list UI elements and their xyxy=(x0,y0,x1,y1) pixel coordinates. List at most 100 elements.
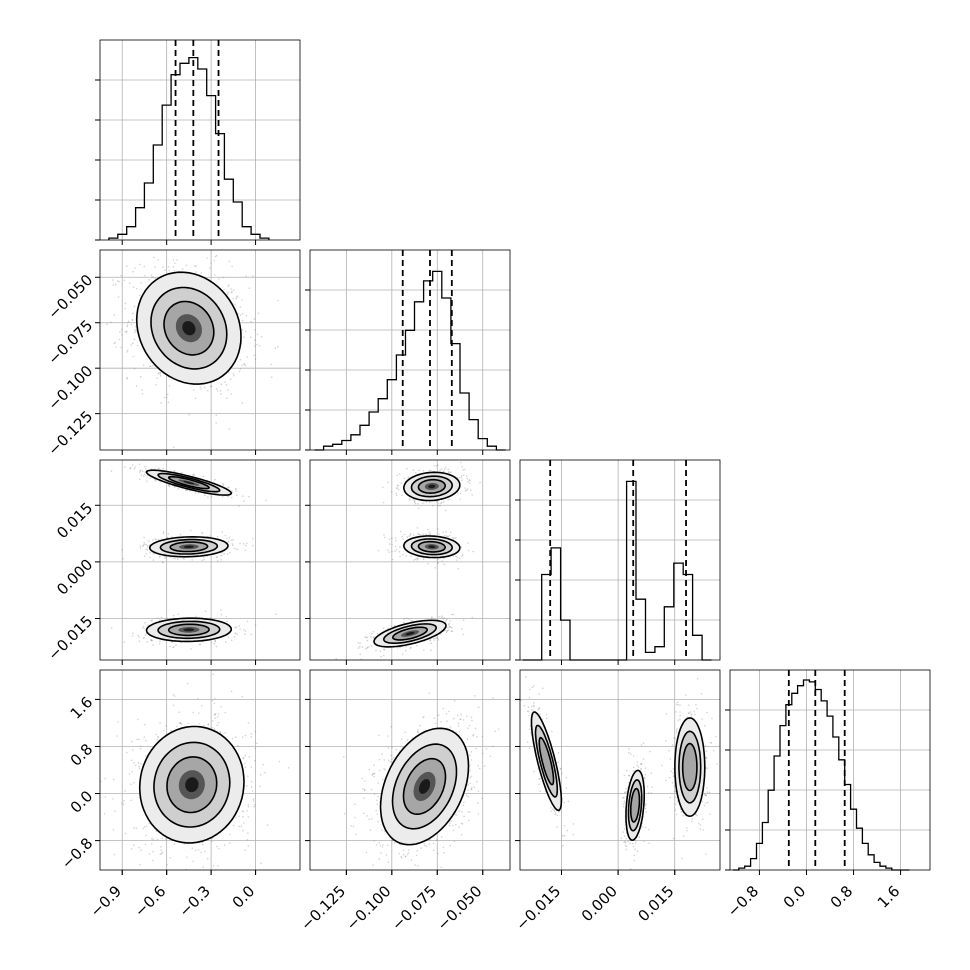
scatter-point xyxy=(131,319,134,321)
scatter-point xyxy=(441,560,444,563)
scatter-point xyxy=(395,540,397,542)
scatter-point xyxy=(226,397,228,400)
scatter-point xyxy=(422,470,425,472)
scatter-point xyxy=(150,639,152,641)
scatter-point xyxy=(434,637,437,640)
scatter-point xyxy=(383,534,385,536)
density-peak xyxy=(183,481,195,485)
scatter-point xyxy=(148,853,151,855)
scatter-point xyxy=(419,534,422,536)
scatter-point xyxy=(221,531,224,533)
scatter-point xyxy=(455,559,458,561)
scatter-point xyxy=(209,877,211,879)
scatter-point xyxy=(460,546,463,549)
scatter-point xyxy=(225,615,228,618)
scatter-point xyxy=(147,624,149,626)
scatter-point xyxy=(243,500,245,502)
scatter-point xyxy=(435,500,438,503)
scatter-point xyxy=(238,370,241,373)
scatter-point xyxy=(387,481,389,484)
scatter-point xyxy=(248,755,251,758)
scatter-point xyxy=(442,531,445,533)
scatter-point xyxy=(239,306,242,309)
scatter-point xyxy=(431,617,433,619)
scatter-point xyxy=(186,682,189,685)
scatter-point xyxy=(145,834,147,837)
scatter-point xyxy=(219,554,222,557)
scatter-point xyxy=(443,468,446,471)
scatter-point xyxy=(115,346,117,348)
scatter-point xyxy=(428,501,431,503)
scatter-point xyxy=(142,827,145,830)
scatter-point xyxy=(413,501,416,504)
scatter-point xyxy=(221,554,223,557)
scatter-point xyxy=(242,810,245,813)
scatter-point xyxy=(366,639,369,642)
scatter-point xyxy=(125,265,128,267)
scatter-point xyxy=(241,299,243,301)
scatter-point xyxy=(209,535,211,537)
scatter-point xyxy=(388,538,391,541)
scatter-point xyxy=(190,648,192,650)
scatter-point xyxy=(127,321,129,324)
scatter-point xyxy=(145,739,147,742)
scatter-point xyxy=(215,556,218,558)
scatter-point xyxy=(136,738,138,741)
scatter-point xyxy=(132,635,134,637)
scatter-point xyxy=(227,284,230,286)
scatter-point xyxy=(394,537,397,539)
scatter-point xyxy=(244,633,246,635)
scatter-point xyxy=(192,389,195,391)
scatter-point xyxy=(178,711,180,713)
scatter-point xyxy=(397,484,400,487)
scatter-point xyxy=(436,528,439,530)
scatter-point xyxy=(160,402,162,404)
scatter-point xyxy=(140,745,142,748)
scatter-point xyxy=(132,749,134,752)
scatter-point xyxy=(140,849,142,851)
scatter-point xyxy=(454,537,456,539)
scatter-point xyxy=(235,632,237,635)
scatter-point xyxy=(234,736,237,738)
scatter-point xyxy=(160,849,163,851)
scatter-point xyxy=(123,641,126,643)
scatter-point xyxy=(250,736,253,738)
scatter-point xyxy=(146,480,148,483)
scatter-point xyxy=(231,265,233,268)
scatter-point xyxy=(227,636,230,639)
scatter-point xyxy=(103,813,106,815)
scatter-point xyxy=(111,279,114,281)
scatter-point xyxy=(409,499,411,501)
scatter-point xyxy=(230,393,233,395)
y-tick-label: 0.000 xyxy=(53,556,96,599)
scatter-point xyxy=(173,446,175,449)
scatter-point xyxy=(266,824,269,826)
panel-background xyxy=(100,40,300,240)
y-tick-label: −0.125 xyxy=(44,407,96,459)
scatter-point xyxy=(159,640,161,643)
scatter-point xyxy=(156,377,158,380)
scatter-point xyxy=(155,384,157,386)
scatter-point xyxy=(149,477,152,479)
scatter-point xyxy=(366,636,369,639)
scatter-point xyxy=(130,848,133,850)
scatter-point xyxy=(245,314,248,317)
scatter-point xyxy=(397,646,399,649)
scatter-point xyxy=(214,713,217,715)
scatter-point xyxy=(253,345,256,347)
scatter-point xyxy=(120,346,122,349)
scatter-point xyxy=(140,469,142,472)
y-tick-label: 0.015 xyxy=(53,499,96,542)
scatter-point xyxy=(377,549,380,552)
scatter-point xyxy=(245,330,247,333)
scatter-point xyxy=(387,627,390,630)
scatter-point xyxy=(200,532,203,534)
scatter-point xyxy=(418,533,420,536)
scatter-point xyxy=(199,644,201,646)
scatter-point xyxy=(143,825,146,828)
scatter-point xyxy=(126,378,128,380)
scatter-point xyxy=(113,314,116,316)
scatter-point xyxy=(104,777,106,780)
scatter-point xyxy=(133,338,136,341)
scatter-point xyxy=(445,619,448,622)
